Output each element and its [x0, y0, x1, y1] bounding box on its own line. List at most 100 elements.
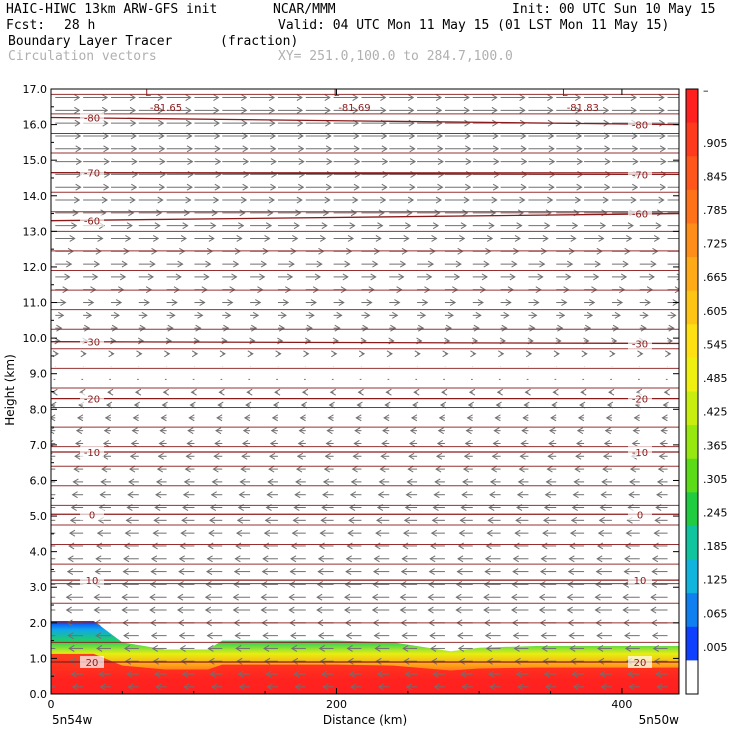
wind-vector — [317, 632, 334, 640]
wind-vector — [512, 568, 529, 576]
wind-vector — [597, 529, 612, 537]
contour-label: -80 — [632, 121, 648, 132]
wind-vector — [349, 491, 362, 499]
wind-vector — [598, 657, 612, 665]
wind-vector — [128, 465, 139, 473]
wind-vector — [99, 491, 111, 499]
wind-vector — [361, 222, 384, 230]
wind-vector — [622, 606, 640, 614]
wind-vector — [500, 222, 523, 230]
wind-vector — [333, 273, 349, 281]
wind-vector — [584, 273, 600, 281]
wind-vector — [472, 209, 497, 217]
wind-vector — [567, 580, 585, 588]
wind-vector — [611, 222, 634, 230]
wind-vector — [584, 260, 602, 268]
wind-vector — [667, 109, 679, 111]
wind-vector — [296, 452, 306, 460]
colorbar-segment — [686, 660, 698, 695]
wind-vector — [500, 260, 518, 268]
wind-vector — [110, 183, 138, 191]
wind-vector — [348, 670, 362, 678]
wind-vector — [472, 145, 500, 153]
wind-vector — [571, 670, 585, 678]
wind-vector — [181, 670, 195, 678]
wind-vector — [444, 209, 469, 217]
wind-vector — [250, 106, 276, 114]
wind-vector — [247, 350, 254, 358]
wind-vector — [123, 645, 139, 652]
colorbar-label: .185 — [703, 540, 728, 553]
wind-vector — [324, 452, 334, 460]
colorbar-label: .545 — [703, 338, 728, 351]
wind-vector — [484, 555, 501, 563]
wind-vector — [389, 260, 407, 268]
wind-vector — [250, 299, 262, 306]
wind-vector — [628, 683, 640, 691]
wind-vector — [566, 606, 585, 614]
colorbar-segment — [686, 458, 698, 493]
wind-vector — [51, 571, 56, 573]
wind-vector — [208, 529, 223, 537]
wind-vector — [237, 670, 251, 678]
wind-vector — [194, 311, 204, 319]
y-tick-label: 4.0 — [30, 546, 48, 559]
wind-vector — [153, 516, 167, 524]
wind-vector — [573, 478, 585, 486]
wind-vector — [222, 324, 230, 332]
wind-vector — [373, 555, 390, 563]
y-tick-label: 14.0 — [23, 190, 48, 203]
wind-vector — [431, 516, 445, 524]
wind-vector — [305, 106, 331, 114]
wind-vector — [250, 273, 266, 281]
wind-vector — [639, 235, 661, 242]
wind-vector — [51, 481, 56, 483]
wind-vector — [584, 324, 592, 332]
wind-vector — [51, 635, 56, 637]
wind-vector — [68, 645, 84, 652]
wind-vector — [361, 106, 387, 114]
wind-vector — [556, 158, 584, 166]
colorbar-segment — [686, 593, 698, 628]
wind-vector — [376, 670, 390, 678]
wind-vector — [138, 196, 164, 204]
wind-vector — [556, 222, 579, 230]
wind-vector — [194, 235, 215, 242]
wind-vector — [151, 645, 167, 652]
wind-vector — [528, 183, 555, 191]
y-tick-label: 15.0 — [23, 154, 48, 167]
colorbar-segment — [686, 391, 698, 426]
wind-vector — [361, 235, 382, 242]
wind-vector — [212, 465, 223, 473]
wind-vector — [538, 593, 557, 601]
wind-vector — [102, 440, 111, 447]
wind-vector — [222, 299, 234, 306]
wind-vector — [496, 388, 503, 396]
colorbar-label: .725 — [703, 238, 728, 251]
wind-vector — [159, 427, 167, 435]
wind-vector — [83, 260, 101, 268]
wind-vector — [194, 324, 202, 332]
wind-vector — [305, 299, 317, 306]
wind-vector — [194, 106, 220, 114]
wind-vector — [494, 414, 501, 422]
x-axis-title: Distance (km) — [323, 713, 407, 727]
wind-vector — [138, 209, 163, 217]
wind-vector — [637, 350, 644, 358]
wind-vector — [576, 440, 585, 447]
wind-vector — [194, 222, 217, 230]
wind-vector — [238, 491, 251, 499]
wind-vector — [483, 593, 501, 601]
wind-vector — [488, 670, 501, 678]
model-title: HAIC-HIWC 13km ARW-GFS init — [6, 2, 218, 17]
wind-vector — [127, 491, 139, 499]
wind-vector — [204, 593, 223, 601]
wind-vector — [73, 465, 84, 473]
wind-vector — [472, 94, 498, 101]
wind-vector — [264, 657, 278, 665]
wind-vector — [414, 350, 421, 358]
wind-vector — [458, 529, 473, 537]
wind-vector — [178, 632, 195, 640]
wind-vector — [441, 388, 448, 396]
wind-vector — [653, 529, 668, 537]
